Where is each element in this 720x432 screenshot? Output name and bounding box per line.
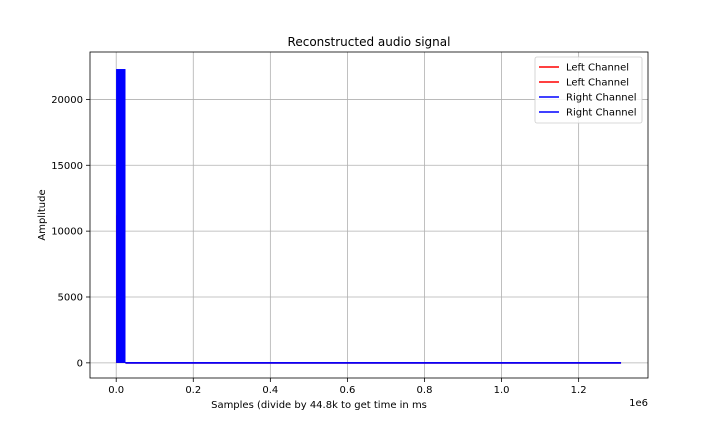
series-4 (116, 69, 622, 364)
legend-item: Left Channel (539, 78, 629, 89)
x-tick-label: 1.2 (571, 385, 587, 396)
x-axis-scale-label: 1e6 (629, 398, 648, 409)
plot-series (116, 69, 622, 364)
x-tick-label: 0.6 (339, 385, 355, 396)
y-tick-label: 15000 (51, 161, 83, 172)
x-tick-label: 0.0 (108, 385, 124, 396)
legend-label: Right Channel (566, 93, 637, 104)
y-tick-label: 0 (77, 358, 83, 369)
legend-item: Left Channel (539, 63, 629, 74)
axis-ticks: 0.0 0.2 0.4 0.6 0.8 1.0 1.2 0 5000 10000 15000 2000… (51, 95, 586, 396)
x-tick-label: 1.0 (494, 385, 510, 396)
series-1 (116, 215, 622, 364)
chart-title: Reconstructed audio signal (288, 35, 451, 49)
x-tick-label: 0.8 (417, 385, 433, 396)
legend-item: Right Channel (539, 93, 637, 104)
x-tick-label: 0.2 (185, 385, 201, 396)
x-axis-label: Samples (divide by 44.8k to get time in … (211, 400, 427, 411)
series-2 (116, 215, 622, 364)
legend-label: Left Channel (566, 78, 629, 89)
legend-label: Right Channel (566, 108, 637, 119)
legend: Left Channel Left Channel Right Channel Rig… (534, 56, 643, 124)
y-tick-label: 20000 (51, 95, 83, 106)
signal-burst (116, 69, 126, 363)
grid-lines (90, 52, 648, 378)
legend-label: Left Channel (566, 63, 629, 74)
y-axis-label: Amplitude (37, 189, 48, 240)
legend-box (534, 56, 643, 124)
legend-item: Right Channel (539, 108, 637, 119)
x-tick-label: 0.4 (262, 385, 278, 396)
y-tick-label: 5000 (58, 292, 83, 303)
y-tick-label: 10000 (51, 227, 83, 238)
plot-frame (89, 51, 649, 379)
